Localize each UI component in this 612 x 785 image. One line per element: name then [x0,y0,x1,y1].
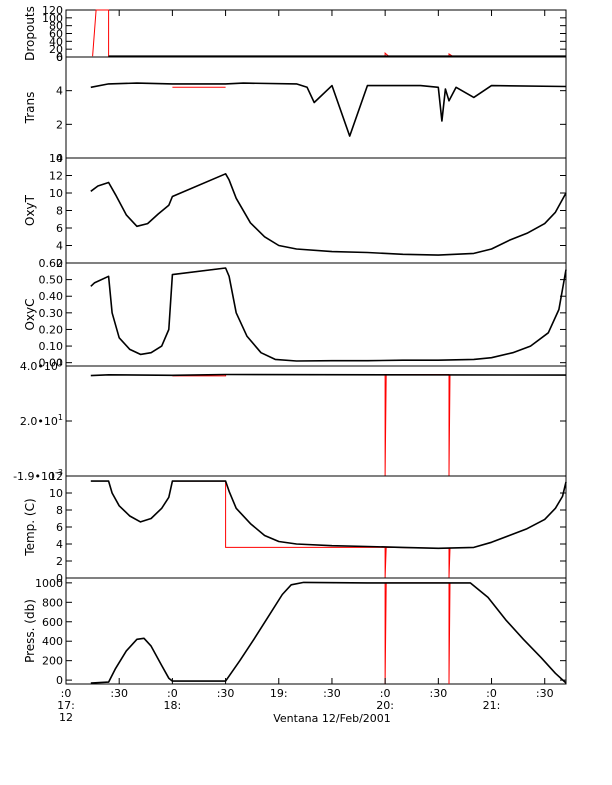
panel-oxyc: 0.00 0.10 0.20 0.30 0.40 0.50 0.60 OxyC [23,257,567,370]
xtick-label-8-0: :0 [486,687,497,700]
xtick-label-8-1: 21: [483,699,501,712]
ytick-label-dropouts-2: 40 [49,35,63,48]
panel-frame-trans [65,56,567,159]
ytick-label-dropouts-1: 20 [49,43,63,56]
red-trace-temp [172,480,451,579]
panel-spike: -1.9•10-3 2.0•101 4.0•101 [13,358,567,483]
xtick-label-9-0: :30 [536,687,554,700]
ytick-label-press-0: 0 [56,674,63,687]
ylabel-oxyc: OxyC [23,298,37,330]
time-axis: :017:12:30:018::30 19::30:020::30:021::30 [57,10,554,724]
xtick-label-2-1: 18: [164,699,182,712]
ytick-label-oxyc-3: 0.30 [39,307,64,320]
red-trace-dropouts [92,9,566,57]
ytick-label-press-4: 800 [42,596,63,609]
ytick-label-oxyc-1: 0.10 [39,340,64,353]
ytick-label-temp-2: 4 [56,538,63,551]
panel-frame-dropouts [65,9,567,58]
ytick-label-oxyc-4: 0.40 [39,290,64,303]
panel-oxyt: 2 4 6 8 10 12 14 OxyT [23,152,567,270]
ylabel-dropouts: Dropouts [23,6,37,61]
xtick-label-6-1: 20: [376,699,394,712]
chart-panels: 020406080100120Dropouts0246Trans24681012… [13,4,567,687]
ytick-label-oxyt-4: 10 [49,187,63,200]
panel-press: 0 200 400 600 800 1000 Press. (db) [23,577,567,687]
xtick-label-2-0: :0 [167,687,178,700]
ytick-label-trans-0: 0 [56,152,63,165]
ylabel-oxyt: OxyT [23,194,37,226]
ytick-label-press-2: 400 [42,635,63,648]
series-press-0 [90,581,567,684]
ytick-label-temp-5: 10 [49,487,63,500]
xtick-label-0-2: 12 [59,711,73,724]
ytick-label-temp-0: 0 [56,572,63,585]
series-oxyt-0 [90,173,567,256]
red-trace-press [384,582,451,685]
ytick-label-oxyt-6: 14 [49,152,63,165]
xtick-label-0-0: :0 [61,687,72,700]
xtick-label-3-0: :30 [217,687,235,700]
ytick-label-trans-2: 4 [56,85,63,98]
ytick-label-dropouts-6: 120 [42,4,63,17]
panel-frame-temp [65,475,567,579]
xtick-label-7-0: :30 [429,687,447,700]
ytick-label-trans-3: 6 [56,51,63,64]
ytick-label-trans-1: 2 [56,118,63,131]
ytick-label-oxyc-2: 0.20 [39,323,64,336]
ytick-label-oxyt-1: 4 [56,240,63,253]
ytick-label-press-3: 600 [42,616,63,629]
panel-frame-oxyt [65,157,567,264]
xtick-label-0-1: 17: [57,699,75,712]
ytick-label-spike-1: 2.0•101 [20,413,63,428]
ylabel-press: Press. (db) [23,599,37,663]
xtick-label-4-0: 19: [270,687,288,700]
red-trace-spike [172,374,451,477]
figure-title: Ventana 12/Feb/2001 [273,712,391,725]
panel-frame-press [65,577,567,685]
ylabel-trans: Trans [23,92,37,125]
ytick-label-spike-0: -1.9•10-3 [13,468,63,483]
panel-frame-oxyc [65,262,567,367]
panel-temp: 0 2 4 6 8 10 12 Temp. (C) [23,470,567,585]
ytick-label-temp-4: 8 [56,504,63,517]
xtick-label-5-0: :30 [323,687,341,700]
ylabel-temp: Temp. (C) [23,498,37,556]
ytick-label-oxyt-3: 8 [56,205,63,218]
ytick-label-press-1: 200 [42,655,63,668]
ytick-label-oxyc-0: 0.00 [39,357,64,370]
ytick-label-dropouts-4: 80 [49,20,63,33]
panel-trans: 0 2 4 6 Trans [23,51,567,165]
ytick-label-press-5: 1000 [35,577,63,590]
ytick-label-oxyt-5: 12 [49,170,63,183]
series-temp-0 [90,480,567,550]
panel-frame-spike [65,365,567,477]
ytick-label-dropouts-0: 0 [56,51,63,64]
series-spike-0 [90,373,567,377]
ytick-label-temp-6: 12 [49,470,63,483]
ytick-label-temp-3: 6 [56,521,63,534]
ytick-label-oxyt-0: 2 [56,257,63,270]
ytick-label-dropouts-5: 100 [42,12,63,25]
ytick-label-oxyc-5: 0.50 [39,274,64,287]
ytick-label-dropouts-3: 60 [49,28,63,41]
ytick-label-spike-2: 4.0•101 [20,358,63,373]
series-oxyc-0 [90,267,567,362]
xtick-label-6-0: :0 [380,687,391,700]
ytick-label-oxyt-2: 6 [56,222,63,235]
ytick-label-temp-1: 2 [56,555,63,568]
series-trans-0 [90,82,567,137]
xtick-label-1-0: :30 [110,687,128,700]
ytick-label-oxyc-6: 0.60 [39,257,64,270]
